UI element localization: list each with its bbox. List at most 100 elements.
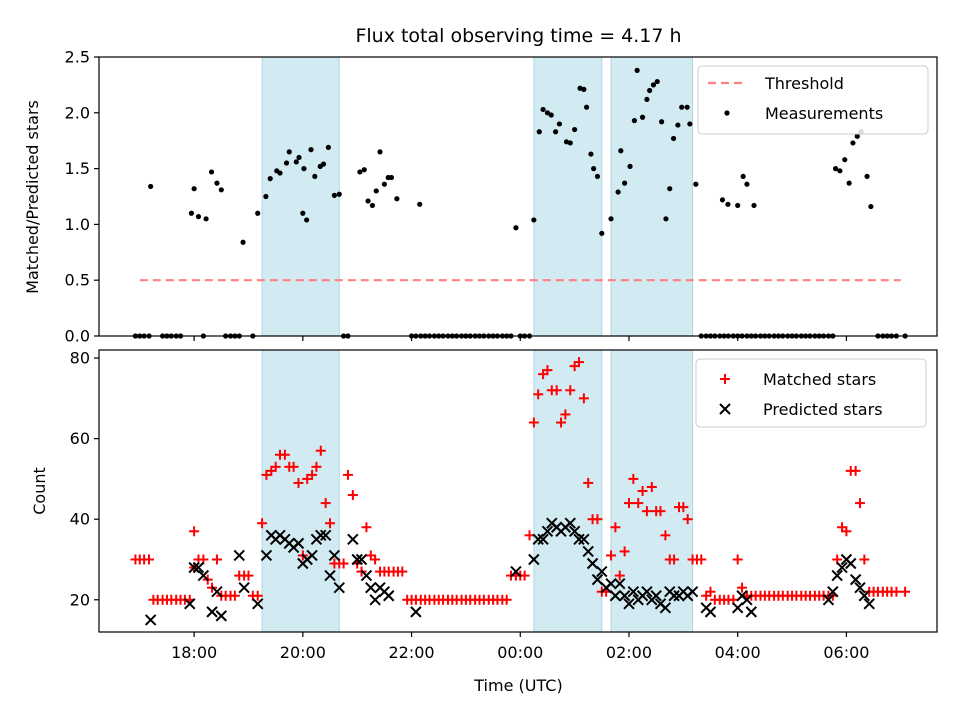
matched-star-point: [342, 469, 353, 480]
measurement-point: [417, 201, 423, 207]
measurement-point: [214, 180, 220, 186]
shaded-interval: [533, 349, 603, 633]
measurement-point: [369, 202, 376, 209]
measurement-point: [331, 192, 337, 198]
measurement-point: [679, 104, 685, 110]
predicted-star-point: [383, 590, 395, 602]
measurement-point: [325, 144, 331, 150]
matched-star-point: [606, 550, 617, 561]
y-tick-label: 2.5: [65, 48, 90, 67]
predicted-star-point: [197, 569, 210, 582]
measurement-point: [556, 121, 563, 127]
measurement-point: [583, 104, 590, 110]
matched-star-point: [252, 590, 263, 601]
matched-star-point: [633, 498, 644, 509]
measurement-point: [675, 122, 681, 128]
top-shaded-intervals: [261, 56, 694, 337]
x-tick-label: 04:00: [715, 643, 761, 662]
predicted-star-point: [618, 590, 631, 602]
y-tick-label: 1.5: [65, 159, 90, 178]
legend-matched-swatch: [720, 374, 730, 384]
measurement-point: [548, 112, 554, 118]
predicted-star-point: [650, 590, 662, 602]
top-x-axis-ticks: [193, 336, 848, 341]
predicted-star-point: [238, 581, 250, 594]
measurement-point: [296, 154, 302, 161]
predicted-star-point: [573, 533, 585, 546]
matched-star-point: [229, 590, 240, 601]
measurement-point: [267, 176, 273, 182]
measurement-point: [536, 129, 542, 135]
measurement-point: [531, 217, 537, 223]
measurement-point: [684, 104, 690, 110]
measurement-point: [735, 202, 741, 209]
legend-predicted-label: Predicted stars: [763, 400, 883, 419]
x-tick-label: 02:00: [606, 643, 652, 662]
predicted-star-point: [319, 529, 332, 542]
measurement-point: [744, 181, 750, 187]
measurement-point: [263, 193, 269, 200]
matched-star-point: [189, 526, 200, 537]
measurement-point: [255, 210, 261, 216]
measurement-point: [615, 189, 621, 195]
y-tick-label: 40: [70, 510, 90, 529]
matched-star-point: [705, 586, 716, 597]
matched-star-point: [854, 498, 865, 509]
y-tick-label: 80: [70, 349, 90, 368]
matched-star-point: [347, 490, 358, 501]
matched-star-point: [592, 514, 603, 525]
matched-star-point: [637, 486, 648, 496]
y-tick-label: 0.0: [65, 327, 90, 346]
predicted-star-point: [627, 586, 640, 598]
legend-matched-label: Matched stars: [763, 370, 876, 389]
measurement-point: [687, 121, 693, 127]
x-tick-label: 22:00: [388, 643, 434, 662]
shaded-interval: [533, 56, 603, 337]
measurement-point: [647, 87, 653, 94]
predicted-star-point: [659, 602, 672, 614]
measurement-point: [188, 210, 195, 216]
measurement-point: [240, 239, 246, 245]
matched-star-point: [669, 554, 680, 565]
matched-star-point: [583, 477, 594, 488]
matched-star-point: [646, 481, 657, 492]
matched-star-point: [859, 554, 870, 565]
matched-star-point: [619, 546, 630, 557]
matched-star-point: [293, 477, 304, 488]
matched-star-point: [850, 465, 861, 476]
y-tick-label: 2.0: [65, 103, 90, 122]
measurement-point: [277, 170, 283, 176]
matched-star-point: [270, 461, 281, 472]
matched-star-point: [565, 385, 576, 396]
measurement-point: [513, 225, 519, 231]
predicted-star-point: [252, 598, 264, 610]
predicted-star-point: [144, 614, 157, 626]
predicted-star-point: [827, 586, 839, 598]
measurement-point: [670, 135, 677, 142]
predicted-star-point: [568, 525, 581, 537]
predicted-star-point: [369, 594, 381, 606]
measurement-point: [599, 230, 605, 236]
predicted-star-point: [849, 573, 862, 586]
matched-star-point: [737, 582, 748, 593]
legend-predicted-marker: [719, 403, 731, 415]
predicted-star-point: [537, 533, 549, 546]
predicted-star-point: [532, 533, 544, 546]
predicted-star-point: [184, 598, 196, 610]
predicted-star-point: [836, 561, 848, 574]
measurement-point: [618, 148, 624, 154]
predicted-star-point: [328, 549, 341, 562]
measurement-point: [336, 191, 342, 197]
predicted-star-point: [410, 606, 422, 618]
measurement-point: [373, 188, 379, 194]
predicted-star-point: [188, 561, 200, 574]
bottom-axes-frame: [98, 349, 938, 633]
measurement-point: [283, 160, 290, 166]
matched-star-point: [533, 389, 544, 400]
x-tick-label: 00:00: [497, 643, 543, 662]
measurement-point: [654, 78, 660, 85]
measurement-point: [658, 119, 665, 125]
predicted-star-point: [292, 537, 305, 550]
measurement-point: [301, 166, 307, 172]
